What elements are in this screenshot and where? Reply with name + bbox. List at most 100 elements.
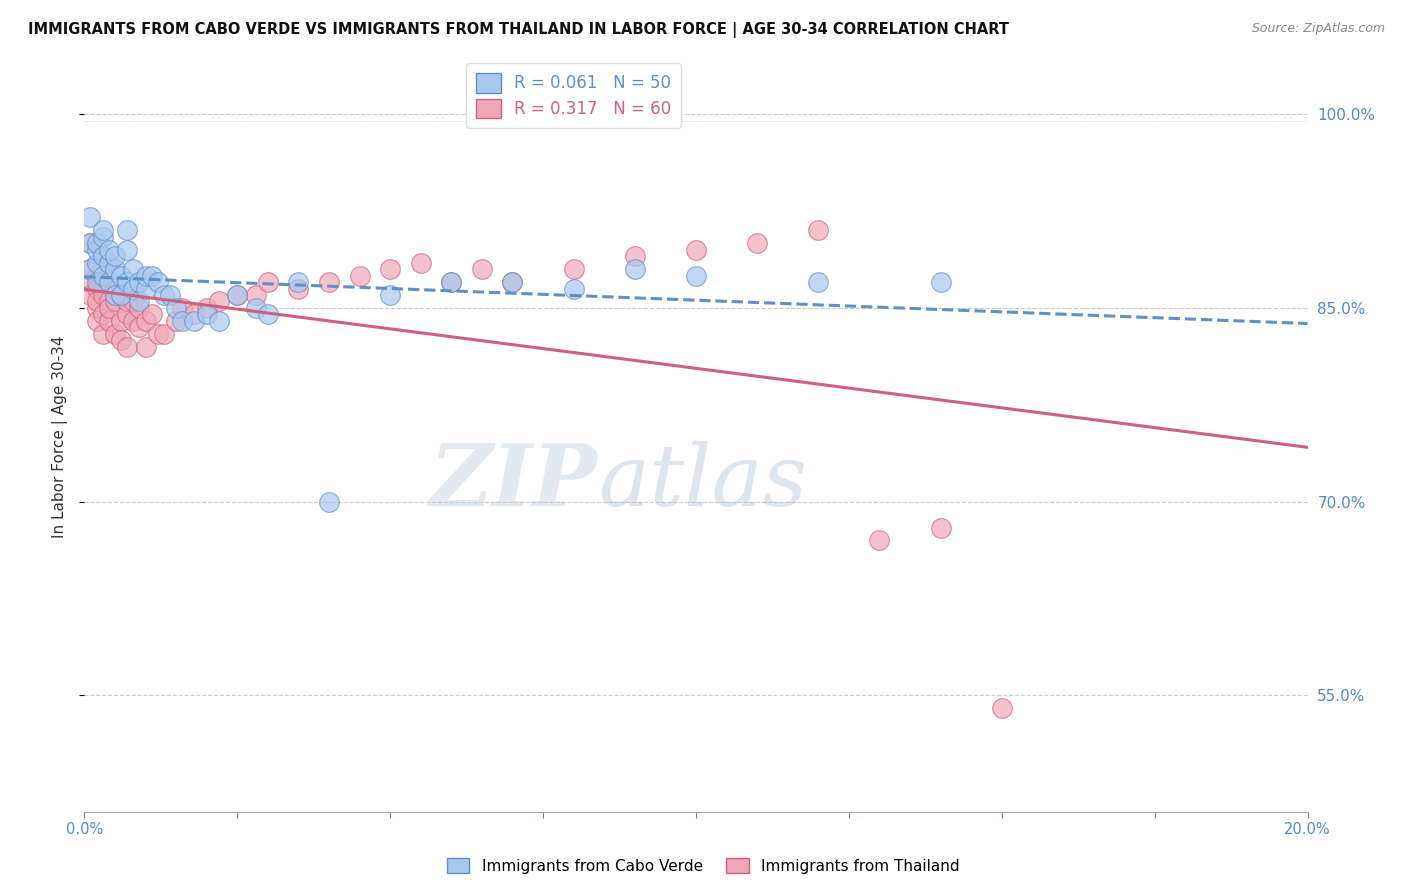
Point — [86, 314, 108, 328]
Point — [245, 288, 267, 302]
Point — [86, 281, 108, 295]
Point — [991, 701, 1014, 715]
Point — [97, 275, 120, 289]
Point — [226, 288, 249, 302]
Point — [165, 314, 187, 328]
Point — [104, 288, 127, 302]
Text: atlas: atlas — [598, 441, 807, 524]
Point — [685, 268, 707, 283]
Point — [135, 314, 157, 328]
Point — [172, 301, 194, 315]
Point — [135, 268, 157, 283]
Point — [79, 262, 101, 277]
Point — [807, 223, 830, 237]
Point — [97, 255, 120, 269]
Point — [115, 223, 138, 237]
Point — [257, 275, 280, 289]
Text: IMMIGRANTS FROM CABO VERDE VS IMMIGRANTS FROM THAILAND IN LABOR FORCE | AGE 30-3: IMMIGRANTS FROM CABO VERDE VS IMMIGRANTS… — [28, 22, 1010, 38]
Point — [86, 268, 108, 283]
Point — [122, 294, 145, 309]
Point — [624, 262, 647, 277]
Point — [562, 262, 585, 277]
Point — [128, 320, 150, 334]
Point — [440, 275, 463, 289]
Point — [115, 307, 138, 321]
Point — [502, 275, 524, 289]
Point — [91, 249, 114, 263]
Point — [471, 262, 494, 277]
Point — [440, 275, 463, 289]
Point — [318, 494, 340, 508]
Point — [172, 314, 194, 328]
Point — [110, 268, 132, 283]
Point — [165, 301, 187, 315]
Point — [183, 307, 205, 321]
Point — [79, 211, 101, 225]
Point — [153, 288, 176, 302]
Point — [91, 288, 114, 302]
Point — [104, 294, 127, 309]
Point — [91, 223, 114, 237]
Point — [929, 275, 952, 289]
Point — [104, 281, 127, 295]
Point — [86, 275, 108, 289]
Point — [122, 281, 145, 295]
Point — [79, 275, 101, 289]
Point — [115, 275, 138, 289]
Text: ZIP: ZIP — [430, 441, 598, 524]
Point — [86, 243, 108, 257]
Point — [97, 294, 120, 309]
Point — [97, 275, 120, 289]
Point — [79, 288, 101, 302]
Point — [183, 314, 205, 328]
Point — [104, 326, 127, 341]
Point — [128, 301, 150, 315]
Point — [104, 262, 127, 277]
Point — [159, 288, 181, 302]
Point — [79, 262, 101, 277]
Point — [208, 314, 231, 328]
Point — [380, 288, 402, 302]
Y-axis label: In Labor Force | Age 30-34: In Labor Force | Age 30-34 — [52, 335, 69, 539]
Point — [86, 294, 108, 309]
Point — [86, 255, 108, 269]
Point — [807, 275, 830, 289]
Point — [128, 294, 150, 309]
Point — [349, 268, 371, 283]
Point — [747, 236, 769, 251]
Point — [869, 533, 891, 548]
Point — [97, 243, 120, 257]
Legend: R = 0.061   N = 50, R = 0.317   N = 60: R = 0.061 N = 50, R = 0.317 N = 60 — [465, 63, 682, 128]
Point — [287, 281, 309, 295]
Point — [562, 281, 585, 295]
Point — [257, 307, 280, 321]
Point — [135, 340, 157, 354]
Point — [502, 275, 524, 289]
Point — [97, 314, 120, 328]
Point — [153, 326, 176, 341]
Point — [91, 268, 114, 283]
Point — [115, 243, 138, 257]
Point — [141, 268, 163, 283]
Point — [245, 301, 267, 315]
Point — [79, 236, 101, 251]
Point — [226, 288, 249, 302]
Text: Source: ZipAtlas.com: Source: ZipAtlas.com — [1251, 22, 1385, 36]
Point — [128, 275, 150, 289]
Point — [86, 236, 108, 251]
Point — [624, 249, 647, 263]
Point — [91, 230, 114, 244]
Point — [409, 255, 432, 269]
Point — [110, 288, 132, 302]
Point — [208, 294, 231, 309]
Point — [91, 262, 114, 277]
Point — [97, 301, 120, 315]
Point — [104, 249, 127, 263]
Point — [195, 307, 218, 321]
Point — [115, 340, 138, 354]
Point — [91, 281, 114, 295]
Point — [287, 275, 309, 289]
Point — [122, 262, 145, 277]
Point — [115, 294, 138, 309]
Point — [110, 333, 132, 347]
